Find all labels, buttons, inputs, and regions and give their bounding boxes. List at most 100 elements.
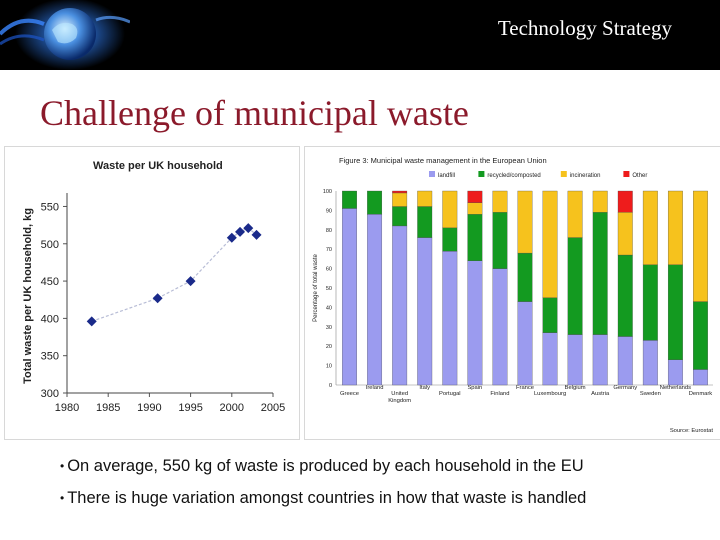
x-tick-label: Belgium — [565, 385, 586, 391]
y-tick-label: 90 — [326, 208, 332, 214]
eu-waste-stacked-bar-chart: Figure 3: Municipal waste management in … — [313, 156, 714, 434]
x-tick-label: 2000 — [220, 402, 244, 414]
x-tick-label: United Kingdom — [388, 391, 411, 404]
bar-segment — [367, 190, 383, 215]
bar-segment — [492, 268, 508, 386]
bar-segment — [392, 225, 408, 386]
bar-segment — [367, 214, 383, 386]
x-tick-label: 2005 — [261, 402, 285, 414]
bar-segment — [467, 202, 483, 215]
y-tick-label: 80 — [326, 228, 332, 234]
bar-segment — [542, 297, 558, 333]
bar-segment — [417, 206, 433, 238]
data-point-marker — [152, 293, 163, 304]
bar-segment — [342, 190, 357, 209]
x-tick-label: 1990 — [137, 402, 161, 414]
bar-segment — [542, 332, 558, 386]
data-point-marker — [235, 226, 246, 237]
x-tick-label: France — [516, 385, 534, 391]
bar-segment — [467, 214, 483, 261]
bar-segment — [342, 208, 357, 386]
source-note: Source: Eurostat — [670, 428, 714, 434]
y-axis-label: Percentage of total waste — [313, 253, 319, 321]
bar-segment — [592, 334, 608, 386]
bullet-list: • On average, 550 kg of waste is produced… — [60, 452, 586, 516]
bar-segment — [642, 264, 658, 341]
y-tick-label: 450 — [41, 276, 59, 288]
y-tick-label: 350 — [41, 351, 59, 363]
bar-segment — [567, 334, 583, 386]
y-tick-label: 40 — [326, 305, 332, 311]
bar-segment — [617, 254, 633, 337]
bullet-dot-icon: • — [60, 459, 65, 473]
y-tick-label: 50 — [326, 286, 332, 292]
header-bar: Technology Strategy — [0, 0, 720, 70]
bar-segment — [693, 190, 708, 302]
y-tick-label: 70 — [326, 247, 332, 253]
x-tick-label: Portugal — [439, 391, 461, 397]
bar-segment — [442, 227, 458, 252]
globe-logo-icon — [0, 0, 130, 70]
legend-label: incineration — [570, 173, 601, 179]
bar-segment — [567, 190, 583, 238]
legend-label: Other — [632, 173, 647, 179]
bar-segment — [642, 190, 658, 265]
y-tick-label: 300 — [41, 388, 59, 400]
data-point-marker — [185, 276, 196, 287]
x-tick-label: Sweden — [640, 391, 661, 397]
legend-label: recycled/composted — [487, 173, 540, 179]
bar-segment — [392, 190, 408, 194]
bar-segment — [467, 260, 483, 386]
slide-title: Challenge of municipal waste — [40, 93, 469, 133]
bar-segment — [467, 190, 483, 203]
y-tick-label: 60 — [326, 267, 332, 273]
data-point-marker — [86, 316, 97, 327]
uk-waste-scatter-chart: Waste per UK household Total waste per UK… — [22, 160, 285, 414]
x-tick-label: Luxembourg — [534, 391, 566, 397]
data-point-marker — [251, 229, 262, 240]
legend-swatch — [429, 171, 435, 177]
legend-swatch — [478, 171, 485, 177]
x-tick-label: Denmark — [689, 391, 713, 397]
bar-segment — [392, 192, 408, 207]
bar-segment — [417, 237, 433, 386]
bar-segment — [542, 190, 558, 298]
bar-segment — [617, 336, 633, 386]
bar-segment — [667, 190, 683, 265]
bullet-text: On average, 550 kg of waste is produced … — [67, 457, 584, 475]
y-tick-label: 0 — [329, 383, 332, 389]
legend-swatch — [560, 171, 567, 177]
x-tick-label: Italy — [419, 385, 430, 391]
bullet-dot-icon: • — [60, 491, 65, 505]
bar-segment — [667, 359, 683, 386]
data-point-marker — [226, 232, 237, 243]
y-tick-label: 30 — [326, 325, 332, 331]
bullet-item: • There is huge variation amongst countri… — [60, 484, 586, 516]
bullet-text: There is huge variation amongst countrie… — [67, 489, 587, 507]
bar-segment — [667, 264, 683, 360]
legend-swatch — [623, 171, 630, 177]
bar-segment — [517, 252, 533, 302]
x-tick-label: 1980 — [55, 402, 79, 414]
x-tick-label: Netherlands — [660, 385, 691, 391]
chart-title: Waste per UK household — [93, 160, 223, 172]
y-tick-label: 550 — [41, 201, 59, 213]
y-tick-label: 10 — [326, 364, 332, 370]
bar-segment — [693, 301, 708, 370]
eu-waste-chart-panel: Figure 3: Municipal waste management in … — [304, 146, 720, 440]
bar-segment — [517, 190, 533, 254]
bar-segment — [592, 212, 608, 335]
bar-segment — [693, 369, 708, 386]
bar-segment — [442, 250, 458, 386]
bar-segment — [567, 237, 583, 335]
bar-segment — [617, 212, 633, 256]
bar-segment — [392, 206, 408, 227]
y-tick-label: 20 — [326, 344, 332, 350]
y-tick-label: 400 — [41, 313, 59, 325]
bar-segment — [592, 190, 608, 213]
bullet-item: • On average, 550 kg of waste is produced… — [60, 452, 586, 484]
x-tick-label: Greece — [340, 391, 359, 397]
y-tick-label: 100 — [323, 189, 332, 195]
data-point-marker — [243, 223, 254, 234]
bar-segment — [617, 190, 633, 213]
